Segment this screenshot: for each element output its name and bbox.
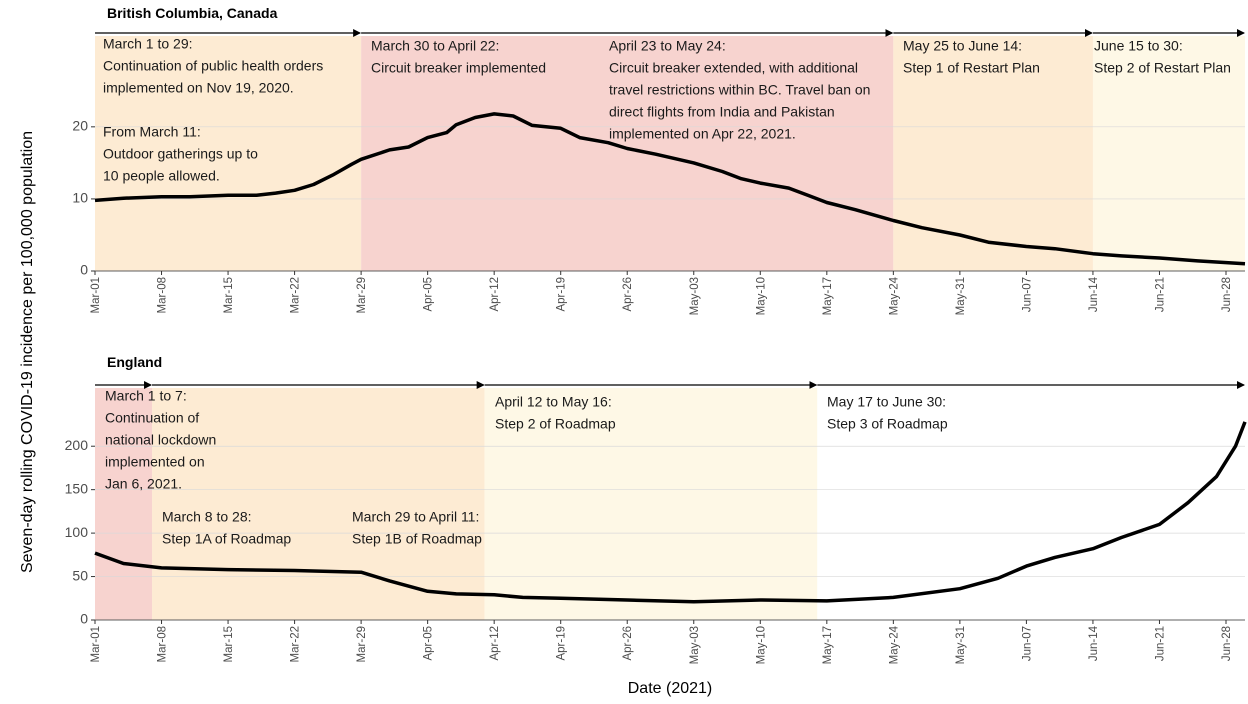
period-band (893, 36, 1093, 271)
x-tick-label: May-10 (755, 626, 767, 664)
period-note: national lockdown (105, 432, 216, 448)
y-tick-label: 150 (65, 480, 89, 496)
period-note: March 30 to April 22: (371, 38, 499, 54)
x-tick-label: Mar-22 (290, 277, 302, 313)
x-tick-label: Jun-07 (1021, 277, 1033, 312)
x-tick-label: Jun-28 (1221, 277, 1233, 312)
period-note: March 8 to 28: (162, 509, 252, 525)
y-tick-label: 20 (72, 118, 88, 134)
period-band (95, 388, 153, 620)
x-tick-label: Jun-07 (1021, 626, 1033, 661)
period-note: Continuation of public health orders (103, 58, 323, 74)
x-tick-label: Mar-08 (157, 626, 169, 662)
y-tick-label: 50 (72, 567, 88, 583)
period-note: Step 2 of Restart Plan (1094, 60, 1231, 76)
y-tick-label: 10 (72, 190, 88, 206)
period-note: May 17 to June 30: (827, 394, 946, 410)
period-note: direct flights from India and Pakistan (609, 104, 835, 120)
x-tick-label: May-31 (955, 277, 967, 315)
x-tick-label: Mar-01 (90, 277, 102, 313)
period-note: Circuit breaker implemented (371, 60, 546, 76)
period-note: 10 people allowed. (103, 168, 220, 184)
period-band (1092, 36, 1245, 271)
x-tick-label: Mar-01 (90, 626, 102, 662)
x-tick-label: Jun-21 (1154, 626, 1166, 661)
x-tick-label: Mar-15 (223, 277, 235, 313)
period-note: From March 11: (103, 124, 201, 140)
x-tick-label: Jun-21 (1154, 277, 1166, 312)
period-note: Circuit breaker extended, with additiona… (609, 60, 858, 76)
period-note: implemented on Apr 22, 2021. (609, 126, 796, 142)
x-tick-label: Apr-05 (423, 626, 435, 661)
x-tick-label: May-03 (689, 626, 701, 664)
period-note: April 23 to May 24: (609, 38, 726, 54)
x-tick-label: Mar-29 (356, 626, 368, 662)
period-note: Step 1A of Roadmap (162, 531, 291, 547)
x-tick-label: May-31 (955, 626, 967, 664)
period-note: Continuation of (105, 410, 199, 426)
y-tick-label: 100 (65, 524, 89, 540)
x-axis-label: Date (2021) (628, 680, 713, 697)
x-tick-label: Apr-12 (489, 626, 501, 661)
x-tick-label: Apr-26 (622, 626, 634, 661)
period-note: implemented on (105, 454, 205, 470)
period-note: March 1 to 7: (105, 388, 187, 404)
x-tick-label: May-10 (755, 277, 767, 315)
x-tick-label: Apr-19 (556, 626, 568, 661)
x-tick-label: Mar-29 (356, 277, 368, 313)
panel-title: England (107, 354, 162, 370)
period-note: Step 1 of Restart Plan (903, 60, 1040, 76)
data-line (94, 112, 1246, 266)
y-axis-label: Seven-day rolling COVID-19 incidence per… (19, 131, 36, 573)
x-tick-label: Apr-19 (556, 277, 568, 312)
data-line (94, 421, 1247, 604)
x-tick-label: May-03 (689, 277, 701, 315)
y-tick-label: 0 (80, 262, 88, 278)
period-note: May 25 to June 14: (903, 38, 1022, 54)
period-band (361, 36, 894, 271)
x-tick-label: May-17 (822, 277, 834, 315)
panel-title: British Columbia, Canada (107, 5, 278, 21)
period-note: implemented on Nov 19, 2020. (103, 80, 294, 96)
period-note: Step 1B of Roadmap (352, 531, 482, 547)
period-band (817, 388, 1245, 620)
x-tick-label: May-24 (888, 276, 900, 315)
x-tick-label: Apr-05 (423, 277, 435, 312)
period-band (484, 388, 818, 620)
y-tick-label: 200 (65, 437, 89, 453)
period-note: June 15 to 30: (1094, 38, 1183, 54)
period-note: Jan 6, 2021. (105, 476, 182, 492)
period-band (95, 36, 362, 271)
period-note: Step 3 of Roadmap (827, 416, 948, 432)
x-tick-label: Mar-08 (157, 277, 169, 313)
period-note: travel restrictions within BC. Travel ba… (609, 82, 870, 98)
x-tick-label: Mar-15 (223, 626, 235, 662)
x-tick-label: May-17 (822, 626, 834, 664)
period-note: March 29 to April 11: (352, 509, 479, 525)
period-note: March 1 to 29: (103, 36, 193, 52)
x-tick-label: Mar-22 (290, 626, 302, 662)
x-tick-label: Jun-14 (1088, 625, 1100, 661)
x-tick-label: Jun-28 (1221, 626, 1233, 661)
x-tick-label: Apr-26 (622, 277, 634, 312)
y-tick-label: 0 (80, 611, 88, 627)
period-note: Step 2 of Roadmap (495, 416, 616, 432)
x-tick-label: Jun-14 (1088, 276, 1100, 312)
x-tick-label: Apr-12 (489, 277, 501, 312)
period-note: April 12 to May 16: (495, 394, 612, 410)
period-note: Outdoor gatherings up to (103, 146, 258, 162)
x-tick-label: May-24 (888, 625, 900, 664)
period-band (152, 388, 485, 620)
